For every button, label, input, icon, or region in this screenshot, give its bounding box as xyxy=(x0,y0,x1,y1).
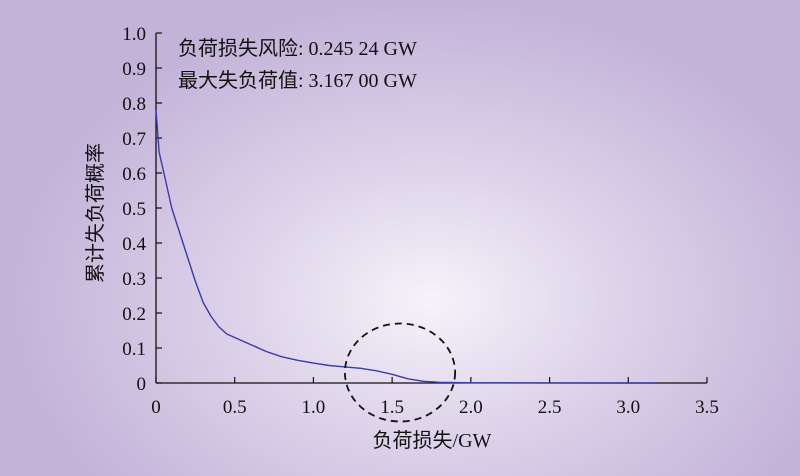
y-axis-title: 累计失负荷概率 xyxy=(84,143,107,283)
y-tick-label: 0.3 xyxy=(122,269,146,290)
y-tick-label: 0.9 xyxy=(122,59,146,80)
x-tick-label: 0.5 xyxy=(223,397,247,418)
x-tick-label: 3.5 xyxy=(695,397,719,418)
y-tick-label: 0.7 xyxy=(122,129,146,150)
x-tick-label: 2.5 xyxy=(538,397,562,418)
x-tick-label: 3.0 xyxy=(616,397,640,418)
y-tick-label: 0.6 xyxy=(122,164,146,185)
series-line-0 xyxy=(155,109,655,384)
annotation-max-loss: 最大失负荷值: 3.167 00 GW xyxy=(178,69,417,92)
ticks: 0 0.5 1.0 1.5 2.0 2.5 3.0 3.5 0 0.1 0.2 0.3 0.4 0.5 0.… xyxy=(122,24,719,418)
y-tick-label: 0.1 xyxy=(122,339,146,360)
y-tick-label: 0.2 xyxy=(122,304,146,325)
y-tick-label: 0 xyxy=(137,374,147,395)
y-tick-label: 0.4 xyxy=(122,234,146,255)
x-tick-label: 0 xyxy=(151,397,161,418)
x-tick-label: 1.5 xyxy=(380,397,404,418)
x-tick-label: 2.0 xyxy=(459,397,483,418)
series-layer xyxy=(155,109,655,384)
x-tick-label: 1.0 xyxy=(302,397,326,418)
y-tick-label: 0.8 xyxy=(122,94,146,115)
annotation-risk: 负荷损失风险: 0.245 24 GW xyxy=(178,37,417,60)
y-tick-label: 1.0 xyxy=(122,24,146,45)
highlight-layer xyxy=(344,322,457,423)
highlight-ellipse xyxy=(344,322,457,423)
x-axis-title: 负荷损失/GW xyxy=(373,429,492,452)
y-tick-label: 0.5 xyxy=(122,199,146,220)
